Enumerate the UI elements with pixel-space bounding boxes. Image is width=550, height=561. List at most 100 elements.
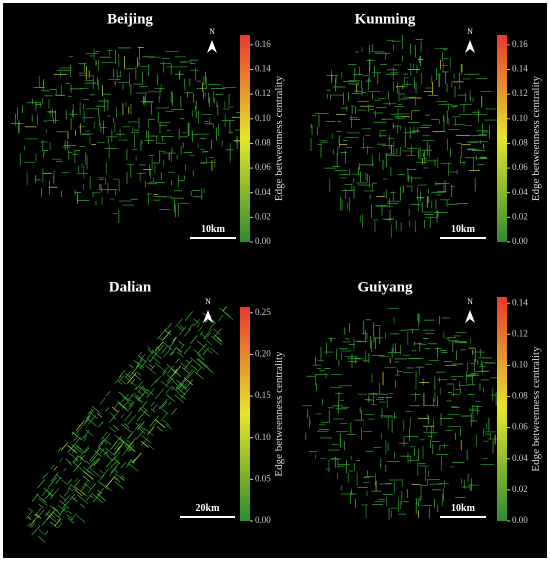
road (147, 346, 152, 350)
road (76, 494, 89, 504)
colorbar-label: Edge betweenness centrality (530, 346, 542, 472)
road (89, 457, 99, 469)
road (28, 507, 33, 512)
road (96, 493, 107, 502)
road (152, 421, 158, 428)
road (31, 493, 39, 502)
road (85, 460, 90, 465)
scale-label: 20km (196, 503, 221, 514)
road (169, 347, 177, 356)
road (197, 358, 209, 368)
road (172, 380, 180, 387)
road (172, 338, 177, 343)
road (127, 445, 136, 452)
road (37, 478, 46, 489)
road (63, 467, 67, 472)
colorbar-tick-label: 0.10 (512, 360, 528, 370)
road (70, 513, 77, 521)
road (138, 400, 148, 412)
road (160, 380, 169, 388)
road (196, 358, 207, 368)
road (108, 467, 117, 477)
road (86, 493, 93, 501)
road (80, 503, 85, 508)
road (164, 322, 172, 332)
colorbar-tick-label: 0.10 (255, 432, 271, 442)
road (90, 468, 101, 478)
road-network (301, 308, 501, 521)
colorbar-tick-label: 0.04 (512, 453, 528, 463)
road (34, 507, 42, 517)
road (123, 423, 130, 429)
road (80, 445, 90, 457)
road (131, 393, 142, 403)
scale-label: 10km (451, 503, 476, 514)
road (49, 521, 58, 528)
road (93, 458, 101, 467)
road (98, 481, 109, 490)
road (143, 427, 154, 436)
colorbar-tick-label: 0.14 (512, 297, 528, 307)
road (126, 462, 132, 468)
road (154, 342, 163, 352)
colorbar-tick-label: 0.06 (512, 162, 528, 172)
road (114, 375, 122, 384)
road (160, 345, 169, 354)
road (96, 413, 103, 418)
road (115, 472, 125, 482)
road (98, 442, 104, 448)
road (75, 486, 86, 496)
panel-title: Guiyang (357, 279, 413, 295)
road (71, 445, 79, 454)
road (67, 517, 75, 524)
road (193, 349, 202, 356)
colorbar-tick-label: 0.06 (512, 422, 528, 432)
road (156, 426, 163, 432)
road-network (310, 35, 498, 238)
road (219, 307, 231, 317)
road (38, 503, 44, 509)
road (176, 351, 184, 358)
road (170, 351, 175, 356)
road (44, 530, 49, 536)
road (98, 469, 104, 474)
road (50, 488, 60, 499)
road (45, 513, 57, 523)
road (105, 407, 110, 412)
colorbar (497, 297, 507, 521)
road (94, 450, 102, 457)
road (114, 440, 123, 450)
colorbar-tick-label: 0.10 (512, 113, 528, 123)
road (159, 337, 164, 342)
road (128, 394, 133, 400)
road (135, 359, 143, 368)
road (202, 347, 210, 355)
road (25, 510, 34, 519)
road (136, 371, 142, 376)
road (197, 363, 205, 370)
road (121, 475, 125, 479)
road (60, 442, 69, 451)
road (69, 483, 78, 491)
road (33, 513, 40, 519)
colorbar-tick-label: 0.15 (255, 390, 271, 400)
north-arrow (207, 40, 217, 53)
road (68, 487, 73, 492)
road (108, 417, 114, 424)
road (114, 469, 119, 474)
road (84, 447, 90, 454)
colorbar-tick-label: 0.02 (255, 211, 271, 221)
road (37, 535, 46, 543)
road (57, 513, 62, 518)
road (97, 489, 102, 494)
road (149, 353, 158, 363)
road (30, 522, 36, 528)
road (179, 325, 185, 330)
road (125, 373, 133, 380)
road (154, 362, 166, 372)
road (92, 491, 102, 502)
road (133, 359, 139, 365)
panel-title: Beijing (107, 11, 153, 27)
road (27, 522, 31, 527)
road (34, 525, 41, 533)
